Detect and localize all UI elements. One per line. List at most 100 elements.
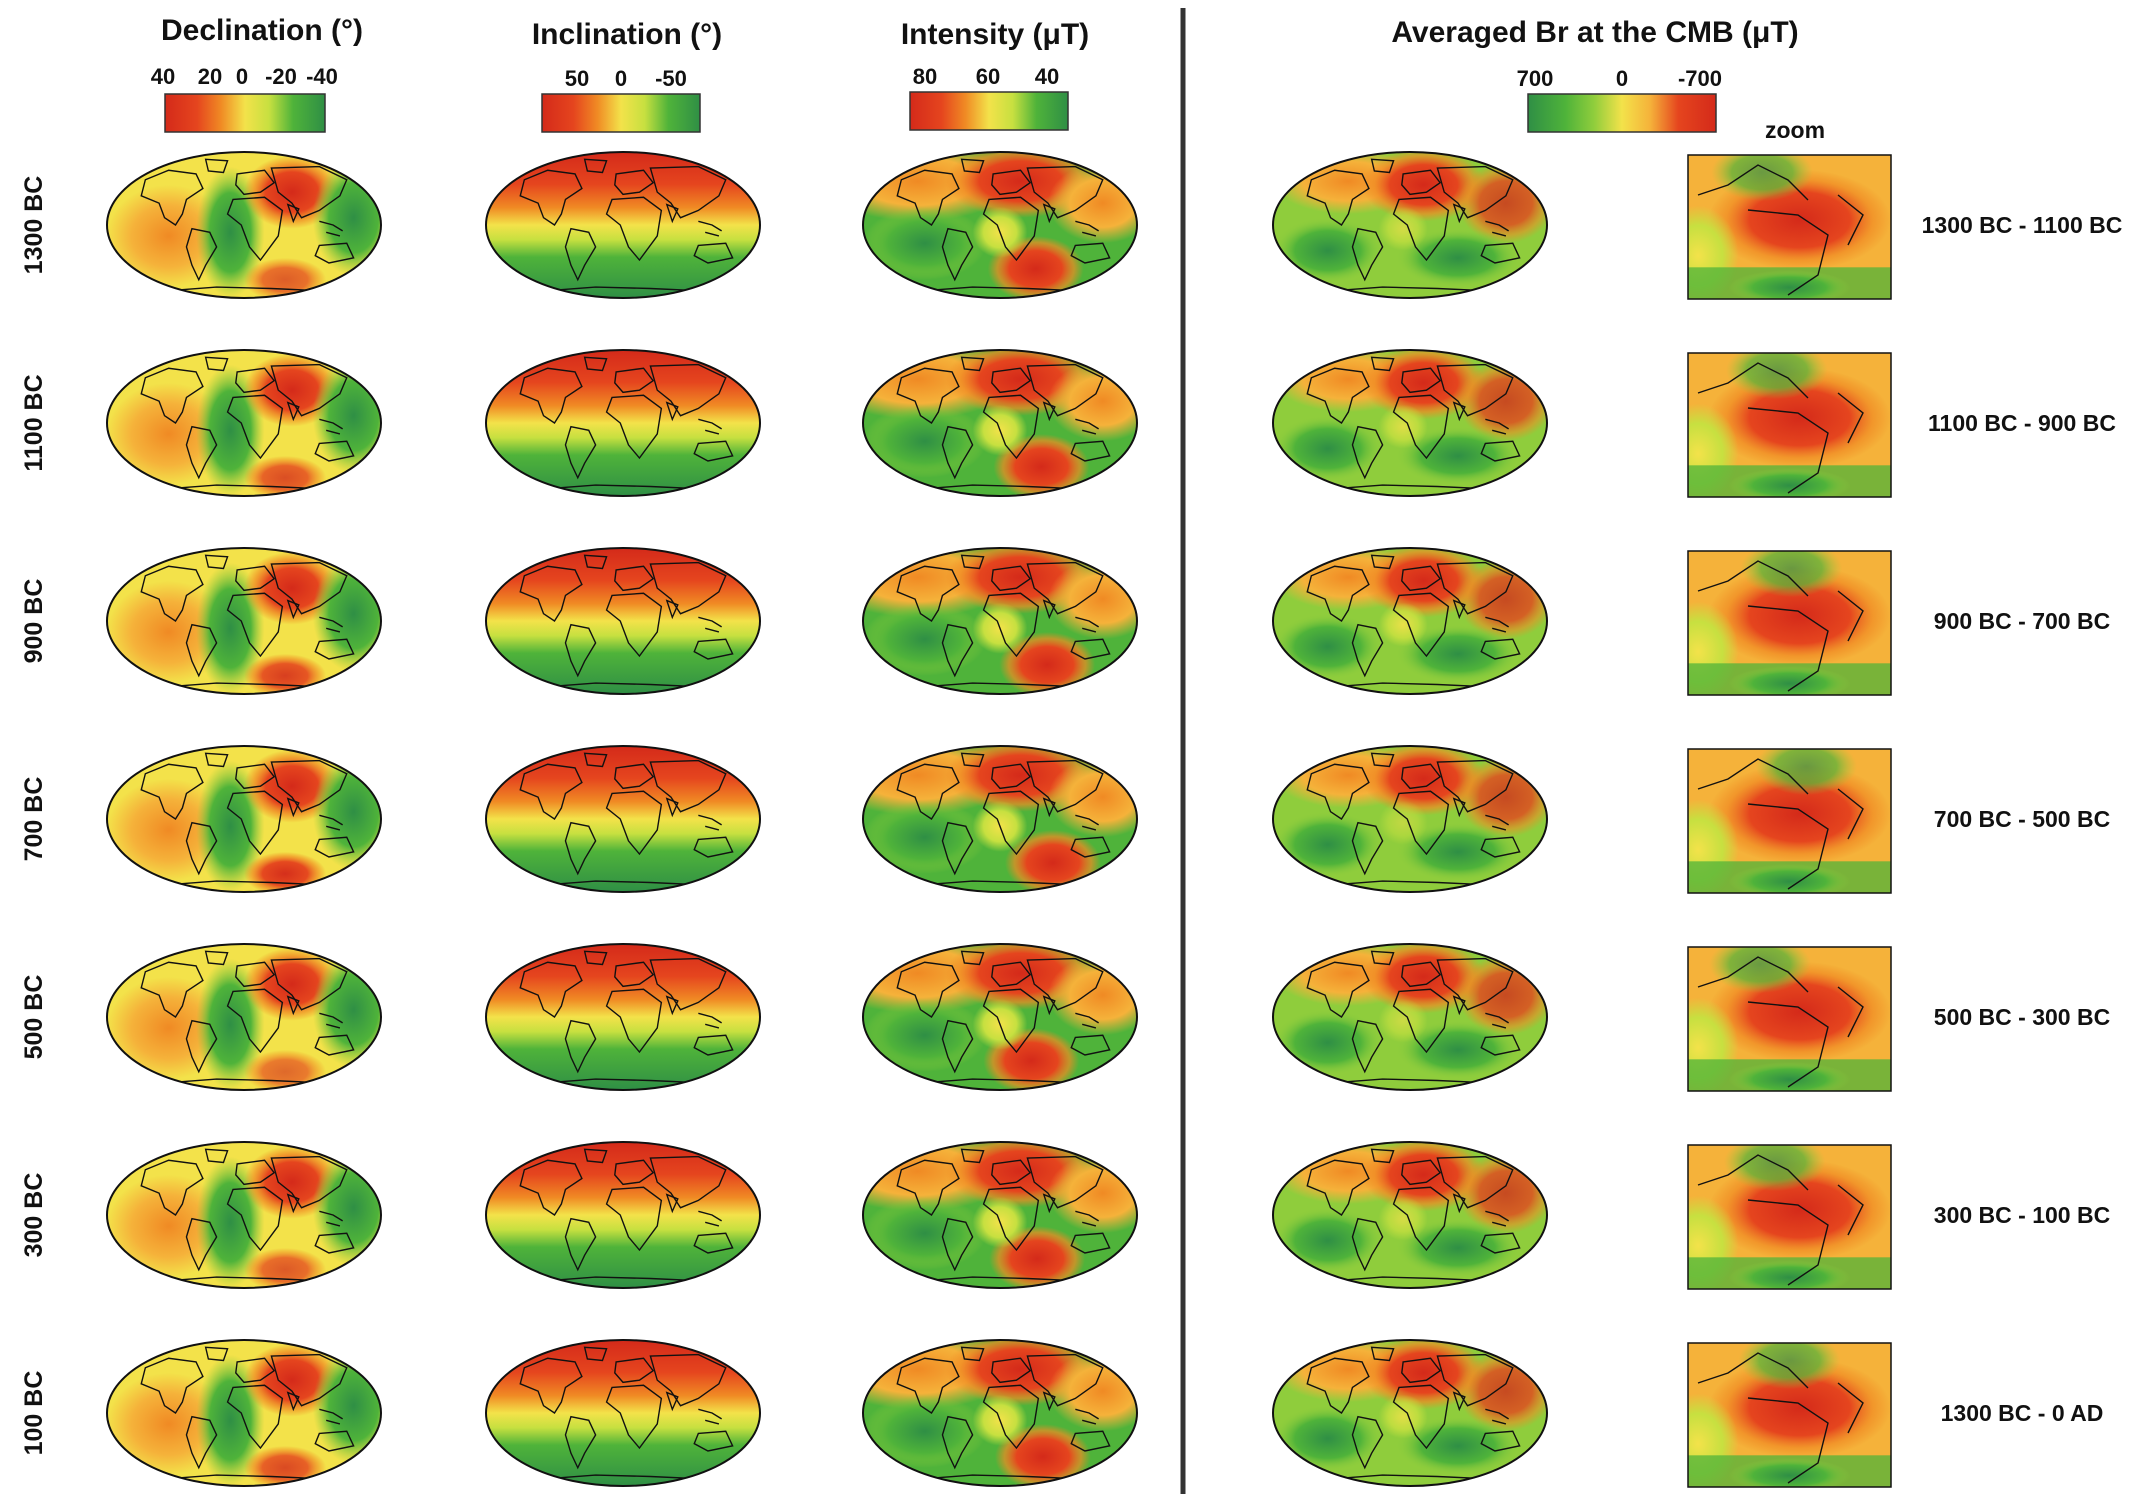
intensity-map-4-field: [863, 944, 1137, 1090]
epoch-label: 700 BC: [20, 777, 48, 862]
cmb-br-map-5-outline: [1272, 1141, 1548, 1289]
map-row: 900 BC 900 BC - 700 BC: [20, 547, 2110, 696]
epoch-label: 900 BC: [20, 579, 48, 664]
declination-colorbar: 40 20 0 -20 -40: [151, 64, 338, 133]
inclination-map-0-coastlines: [520, 159, 732, 290]
declination-tick: -20: [265, 64, 297, 89]
intensity-map-6-field: [863, 1340, 1137, 1486]
intensity-tick: 40: [1035, 64, 1059, 89]
interval-label: 300 BC - 100 BC: [1934, 1202, 2110, 1228]
epoch-label: 300 BC: [20, 1173, 48, 1258]
cmb-br-map-2-outline: [1272, 547, 1548, 695]
inclination-map-6-field: [486, 1340, 760, 1486]
inclination-map-4-field: [486, 944, 760, 1090]
declination-tick: -40: [306, 64, 338, 89]
inclination-colorbar: 50 0 -50: [541, 66, 701, 133]
cmb-br-tick: 0: [1616, 66, 1628, 91]
cmb-br-map-1-coastlines: [1307, 357, 1519, 488]
declination-map-4-coastlines: [141, 951, 353, 1082]
inclination-map-5-field: [486, 1142, 760, 1288]
cmb-br-map-6-coastlines: [1307, 1347, 1519, 1478]
cmb-br-map-4-outline: [1272, 943, 1548, 1091]
declination-map-4-field: [107, 944, 381, 1090]
cmb-br-zoom-6-field: [1688, 1343, 1891, 1487]
inclination-map-4-outline: [485, 943, 761, 1091]
cmb-br-zoom-5-frame: [1687, 1144, 1892, 1290]
inclination-map-5-coastlines: [520, 1149, 732, 1280]
declination-map-0-field: [107, 152, 381, 298]
declination-map-5-outline: [106, 1141, 382, 1289]
cmb-br-tick: -700: [1678, 66, 1722, 91]
map-row: 100 BC 1300 BC - 0 AD: [20, 1339, 2104, 1488]
inclination-map-5-outline: [485, 1141, 761, 1289]
epoch-label: 500 BC: [20, 975, 48, 1060]
intensity-map-1-field: [863, 350, 1137, 496]
inclination-tick: -50: [655, 66, 687, 91]
intensity-map-3-field: [863, 746, 1137, 892]
epoch-label: 1300 BC: [20, 176, 48, 275]
cmb-br-zoom-4-field: [1688, 947, 1891, 1091]
map-rows: 1300 BC 1300 BC - 1100 BC 1100 BC 1100 BC -…: [20, 151, 2123, 1488]
declination-map-0-coastlines: [141, 159, 353, 290]
cmb-br-zoom-6-frame: [1687, 1342, 1892, 1488]
cmb-br-map-4-field: [1273, 944, 1547, 1090]
map-row: 300 BC 300 BC - 100 BC: [20, 1141, 2110, 1290]
map-row: 500 BC 500 BC - 300 BC: [20, 943, 2110, 1092]
intensity-map-5-coastlines: [897, 1149, 1109, 1280]
cmb-br-zoom-2-frame: [1687, 550, 1892, 696]
inclination-map-1-outline: [485, 349, 761, 497]
intensity-title: Intensity (μT): [901, 18, 1089, 51]
intensity-map-5-outline: [862, 1141, 1138, 1289]
cmb-br-zoom-0-frame: [1687, 154, 1892, 300]
epoch-label: 100 BC: [20, 1371, 48, 1456]
inclination-map-0-field: [486, 152, 760, 298]
inclination-map-3-field: [486, 746, 760, 892]
interval-label: 1300 BC - 0 AD: [1941, 1400, 2104, 1426]
inclination-tick: 50: [565, 66, 589, 91]
declination-map-3-outline: [106, 745, 382, 893]
cmb-br-map-5-coastlines: [1307, 1149, 1519, 1280]
cmb-br-map-0-field: [1273, 152, 1547, 298]
declination-map-2-coastlines: [141, 555, 353, 686]
inclination-map-6-coastlines: [520, 1347, 732, 1478]
intensity-map-3-coastlines: [897, 753, 1109, 884]
declination-tick: 0: [236, 64, 248, 89]
intensity-map-0-coastlines: [897, 159, 1109, 290]
declination-tick: 20: [198, 64, 222, 89]
cmb-br-zoom-1-field: [1688, 353, 1891, 497]
intensity-map-0-field: [863, 152, 1137, 298]
cmb-br-zoom-4-frame: [1687, 946, 1892, 1092]
interval-label: 1300 BC - 1100 BC: [1922, 212, 2123, 238]
cmb-br-zoom-3-field: [1688, 749, 1891, 893]
declination-map-5-field: [107, 1142, 381, 1288]
cmb-br-map-2-coastlines: [1307, 555, 1519, 686]
intensity-map-6-coastlines: [897, 1347, 1109, 1478]
cmb-br-map-2-field: [1273, 548, 1547, 694]
cmb-br-zoom-5-field: [1688, 1145, 1891, 1289]
inclination-map-3-coastlines: [520, 753, 732, 884]
declination-map-3-field: [107, 746, 381, 892]
intensity-map-0-outline: [862, 151, 1138, 299]
intensity-tick: 80: [913, 64, 937, 89]
intensity-map-2-field: [863, 548, 1137, 694]
cmb-br-map-3-field: [1273, 746, 1547, 892]
declination-map-1-coastlines: [141, 357, 353, 488]
declination-map-0-outline: [106, 151, 382, 299]
declination-map-6-coastlines: [141, 1347, 353, 1478]
inclination-map-1-field: [486, 350, 760, 496]
declination-map-4-outline: [106, 943, 382, 1091]
inclination-map-3-outline: [485, 745, 761, 893]
cmb-br-map-0-coastlines: [1307, 159, 1519, 290]
intensity-map-1-outline: [862, 349, 1138, 497]
intensity-colorbar: 80 60 40: [909, 64, 1069, 131]
cmb-br-zoom-2-field: [1688, 551, 1891, 695]
cmb-br-title: Averaged Br at the CMB (μT): [1391, 16, 1798, 49]
inclination-map-2-field: [486, 548, 760, 694]
declination-map-6-outline: [106, 1339, 382, 1487]
declination-map-3-coastlines: [141, 753, 353, 884]
declination-map-1-outline: [106, 349, 382, 497]
intensity-map-3-outline: [862, 745, 1138, 893]
intensity-map-5-field: [863, 1142, 1137, 1288]
interval-label: 900 BC - 700 BC: [1934, 608, 2110, 634]
